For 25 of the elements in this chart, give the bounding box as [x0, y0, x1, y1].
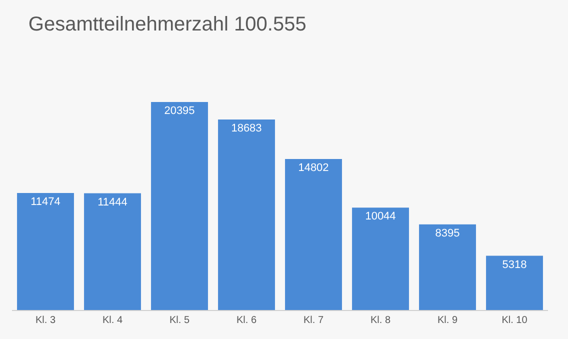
data-label: 14802 [298, 162, 329, 174]
chart-title: Gesamtteilnehmerzahl 100.555 [28, 14, 306, 36]
x-tick-label: Kl. 8 [370, 315, 391, 326]
data-label: 11444 [98, 196, 128, 208]
data-label: 11474 [30, 196, 60, 208]
data-label: 5318 [502, 258, 527, 271]
bar [486, 256, 543, 310]
bar [17, 192, 74, 310]
x-tick-label: Kl. 3 [35, 315, 56, 326]
x-tick-label: Kl. 6 [236, 315, 257, 326]
data-label: 18683 [231, 122, 262, 134]
x-tick-label: Kl. 10 [502, 315, 528, 326]
data-label: 10044 [365, 210, 396, 223]
x-tick-label: Kl. 5 [169, 315, 190, 326]
bar [352, 208, 409, 310]
bar [285, 159, 342, 310]
bar [419, 224, 476, 310]
bar [151, 102, 208, 310]
x-tick-label: Kl. 9 [437, 315, 458, 326]
data-label: 8395 [435, 227, 460, 240]
bar [84, 193, 141, 310]
x-tick-label: Kl. 7 [303, 315, 324, 326]
bar [218, 119, 275, 310]
data-label: 20395 [164, 105, 195, 117]
x-tick-label: Kl. 4 [102, 315, 123, 326]
